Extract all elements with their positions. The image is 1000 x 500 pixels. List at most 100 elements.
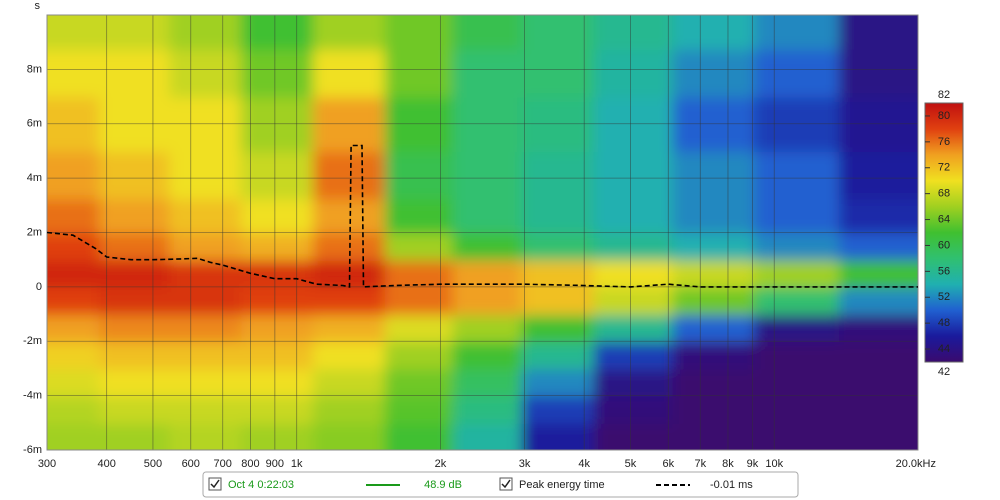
y-axis-label: s — [35, 0, 41, 12]
heat-cell — [593, 198, 674, 234]
heat-cell — [593, 314, 674, 343]
heat-cell — [839, 395, 918, 424]
y-tick-label: 8m — [27, 63, 42, 75]
legend: Oct 4 0:22:03 48.9 dB Peak energy time -… — [202, 471, 799, 498]
heat-cell — [839, 48, 918, 98]
heat-cell — [452, 48, 523, 98]
heat-cell — [98, 259, 171, 288]
y-tick-label: -2m — [23, 335, 42, 347]
x-tick-label: 7k — [694, 458, 706, 470]
heat-cell — [169, 395, 243, 424]
heat-cell — [98, 395, 171, 424]
heat-cell — [312, 368, 386, 397]
x-tick-label: 900 — [266, 458, 284, 470]
heat-cell — [241, 422, 314, 450]
heat-cell — [521, 341, 595, 370]
heat-cell — [754, 259, 841, 288]
heat-cell — [384, 422, 454, 450]
heat-cell — [672, 286, 756, 316]
heat-cell — [47, 150, 100, 200]
x-tick-label: 1k — [291, 458, 303, 470]
colorbar-tick-label: 80 — [938, 110, 950, 122]
legend-readout: -0.01 ms — [710, 479, 753, 491]
x-tick-label: 8k — [722, 458, 734, 470]
heat-cell — [452, 198, 523, 234]
heat-cell — [312, 150, 386, 200]
heat-cell — [241, 341, 314, 370]
checkmark — [501, 479, 511, 489]
heat-cell — [452, 259, 523, 288]
heat-cell — [521, 368, 595, 397]
heat-cell — [241, 259, 314, 288]
heat-cell — [452, 395, 523, 424]
heat-cell — [169, 198, 243, 234]
colorbar-tick-label: 56 — [938, 265, 950, 277]
heat-cell — [169, 48, 243, 98]
heat-cell — [169, 96, 243, 152]
heat-cell — [672, 198, 756, 234]
heat-cell — [521, 395, 595, 424]
heat-cell — [241, 232, 314, 261]
heat-cell — [754, 48, 841, 98]
heat-cell — [384, 48, 454, 98]
heat-cell — [312, 15, 386, 50]
heat-cell — [47, 232, 100, 261]
x-tick-label: 3k — [519, 458, 531, 470]
colorbar-tick-label: 76 — [938, 136, 950, 148]
x-tick-label: 700 — [214, 458, 232, 470]
heat-cell — [754, 286, 841, 316]
heat-cell — [452, 368, 523, 397]
heat-cell — [241, 286, 314, 316]
colorbar-tick-label: 52 — [938, 291, 950, 303]
heat-cell — [754, 314, 841, 343]
heat-cell — [241, 314, 314, 343]
heat-cell — [47, 259, 100, 288]
heat-cell — [47, 286, 100, 316]
heat-cell — [47, 314, 100, 343]
heat-cell — [672, 232, 756, 261]
heat-cell — [98, 314, 171, 343]
heat-cell — [839, 232, 918, 261]
heat-cell — [839, 150, 918, 200]
heat-cell — [312, 286, 386, 316]
heat-cell — [593, 368, 674, 397]
heat-cell — [754, 150, 841, 200]
heat-cell — [521, 96, 595, 152]
heat-cell — [521, 198, 595, 234]
heat-cell — [384, 368, 454, 397]
x-tick-label: 400 — [97, 458, 115, 470]
x-tick-label: 6k — [662, 458, 674, 470]
heat-cell — [452, 422, 523, 450]
heat-cell — [384, 314, 454, 343]
heat-cell — [169, 341, 243, 370]
x-tick-label: 300 — [38, 458, 56, 470]
heat-cell — [754, 341, 841, 370]
heat-cell — [312, 314, 386, 343]
heat-cell — [593, 96, 674, 152]
heat-cell — [169, 314, 243, 343]
y-tick-label: 0 — [36, 281, 42, 293]
colorbar-max: 82 — [938, 89, 950, 101]
heat-cell — [384, 286, 454, 316]
colorbar-tick-label: 60 — [938, 239, 950, 251]
heat-cell — [672, 15, 756, 50]
heat-cell — [169, 259, 243, 288]
heat-cell — [452, 15, 523, 50]
heat-cell — [672, 314, 756, 343]
heat-cell — [98, 286, 171, 316]
heat-cell — [47, 341, 100, 370]
peak-energy-line — [47, 144, 918, 288]
y-tick-label: -6m — [23, 444, 42, 456]
heat-cell — [593, 286, 674, 316]
checkbox[interactable] — [208, 477, 222, 491]
heat-cell — [452, 286, 523, 316]
heat-cell — [839, 341, 918, 370]
heat-cell — [312, 96, 386, 152]
heat-cell — [98, 341, 171, 370]
heat-cell — [384, 15, 454, 50]
heat-cell — [593, 395, 674, 424]
heat-cell — [521, 150, 595, 200]
checkmark — [210, 479, 220, 489]
checkbox[interactable] — [499, 477, 513, 491]
